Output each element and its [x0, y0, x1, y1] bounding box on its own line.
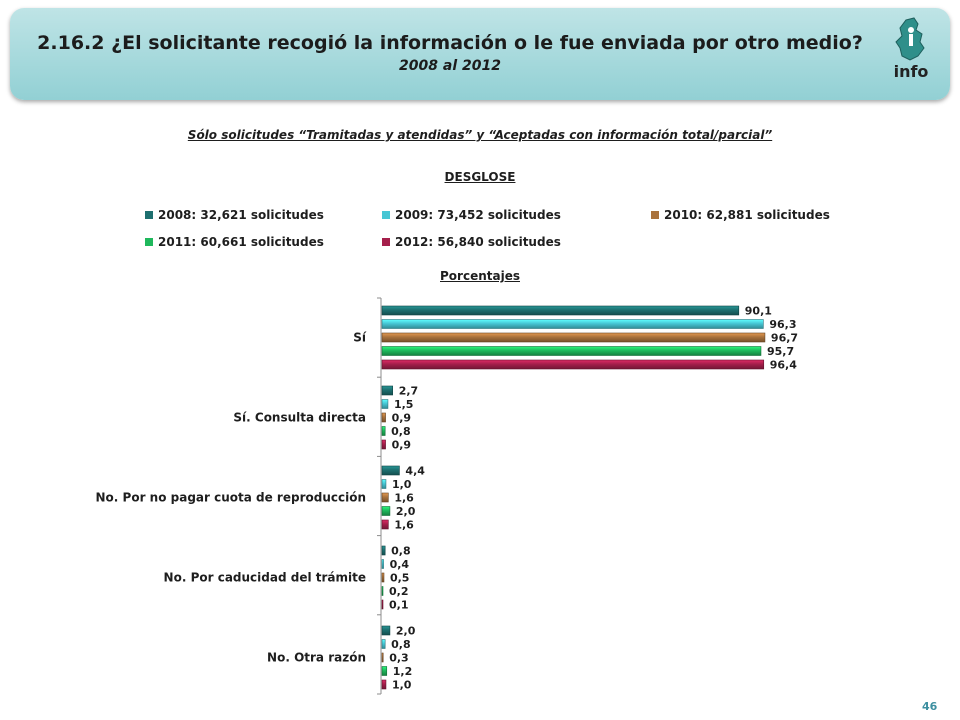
data-label: 0,1 — [389, 599, 409, 612]
filter-note: Sólo solicitudes “Tramitadas y atendidas… — [187, 128, 773, 142]
page-number: 46 — [922, 700, 938, 713]
data-label: 0,8 — [391, 545, 411, 558]
data-label: 96,4 — [770, 359, 797, 372]
legend-swatch — [145, 211, 153, 219]
bar — [381, 639, 386, 649]
legend-swatch — [651, 211, 659, 219]
units-label: Porcentajes — [440, 269, 520, 283]
bar — [381, 319, 764, 329]
data-label: 1,5 — [394, 398, 414, 411]
data-label: 0,3 — [389, 652, 409, 665]
infodf-logo: info — [876, 16, 946, 96]
bar — [381, 439, 386, 450]
legend-label: 2010: 62,881 solicitudes — [664, 208, 830, 222]
legend-label: 2012: 56,840 solicitudes — [395, 235, 561, 249]
bar — [381, 652, 384, 663]
bar — [381, 559, 384, 569]
category-label: Sí — [353, 331, 367, 345]
data-label: 1,2 — [393, 665, 413, 678]
legend-item-2010: 2010: 62,881 solicitudes — [651, 207, 830, 223]
bar — [381, 465, 400, 476]
data-label: 1,0 — [392, 478, 412, 491]
logo-wordmark: info — [893, 62, 929, 81]
bar — [381, 399, 389, 409]
data-label: 1,6 — [394, 492, 414, 505]
bar — [381, 492, 389, 503]
legend-swatch — [145, 238, 153, 246]
data-label: 96,3 — [769, 318, 796, 331]
bar — [381, 545, 386, 556]
page-title: 2.16.2 ¿El solicitante recogió la inform… — [37, 32, 863, 54]
legend-item-2009: 2009: 73,452 solicitudes — [382, 207, 561, 223]
legend-swatch — [382, 238, 390, 246]
bar — [381, 572, 385, 583]
data-label: 96,7 — [771, 332, 798, 345]
category-label: No. Por caducidad del trámite — [164, 571, 366, 585]
data-label: 0,8 — [391, 638, 411, 651]
bar — [381, 599, 384, 610]
bar — [381, 479, 387, 489]
data-label: 0,5 — [390, 572, 410, 585]
data-label: 1,6 — [394, 519, 414, 532]
bar — [381, 385, 393, 396]
category-label: No. Otra razón — [267, 651, 366, 665]
bar — [381, 305, 740, 316]
legend-label: 2008: 32,621 solicitudes — [158, 208, 324, 222]
data-label: 4,4 — [405, 465, 425, 478]
legend-label: 2011: 60,661 solicitudes — [158, 235, 324, 249]
header-banner — [10, 8, 950, 100]
bar — [381, 426, 386, 436]
data-label: 95,7 — [767, 345, 794, 358]
city-map-icon — [895, 17, 925, 61]
data-label: 0,2 — [389, 585, 409, 598]
section-label: DESGLOSE — [444, 170, 516, 184]
bar — [381, 625, 391, 636]
category-label: Sí. Consulta directa — [233, 411, 366, 425]
bar — [381, 519, 389, 530]
legend-item-2011: 2011: 60,661 solicitudes — [145, 234, 324, 250]
data-label: 0,4 — [390, 558, 410, 571]
bar — [381, 586, 384, 596]
data-label: 2,7 — [399, 385, 419, 398]
bar — [381, 666, 388, 676]
bar — [381, 412, 386, 423]
data-label: 2,0 — [396, 505, 416, 518]
data-label: 2,0 — [396, 625, 416, 638]
bar — [381, 346, 762, 356]
legend-item-2008: 2008: 32,621 solicitudes — [145, 207, 324, 223]
legend-label: 2009: 73,452 solicitudes — [395, 208, 561, 222]
data-label: 90,1 — [745, 305, 772, 318]
data-label: 0,9 — [392, 439, 412, 452]
page-subtitle: 2008 al 2012 — [399, 58, 501, 74]
data-label: 0,9 — [392, 412, 412, 425]
data-label: 1,0 — [392, 679, 412, 692]
bar — [381, 506, 391, 516]
bar — [381, 359, 765, 370]
bar — [381, 332, 766, 343]
bar — [381, 679, 387, 690]
data-label: 0,8 — [391, 425, 411, 438]
category-label: No. Por no pagar cuota de reproducción — [96, 491, 366, 505]
legend-swatch — [382, 211, 390, 219]
legend-item-2012: 2012: 56,840 solicitudes — [382, 234, 561, 250]
